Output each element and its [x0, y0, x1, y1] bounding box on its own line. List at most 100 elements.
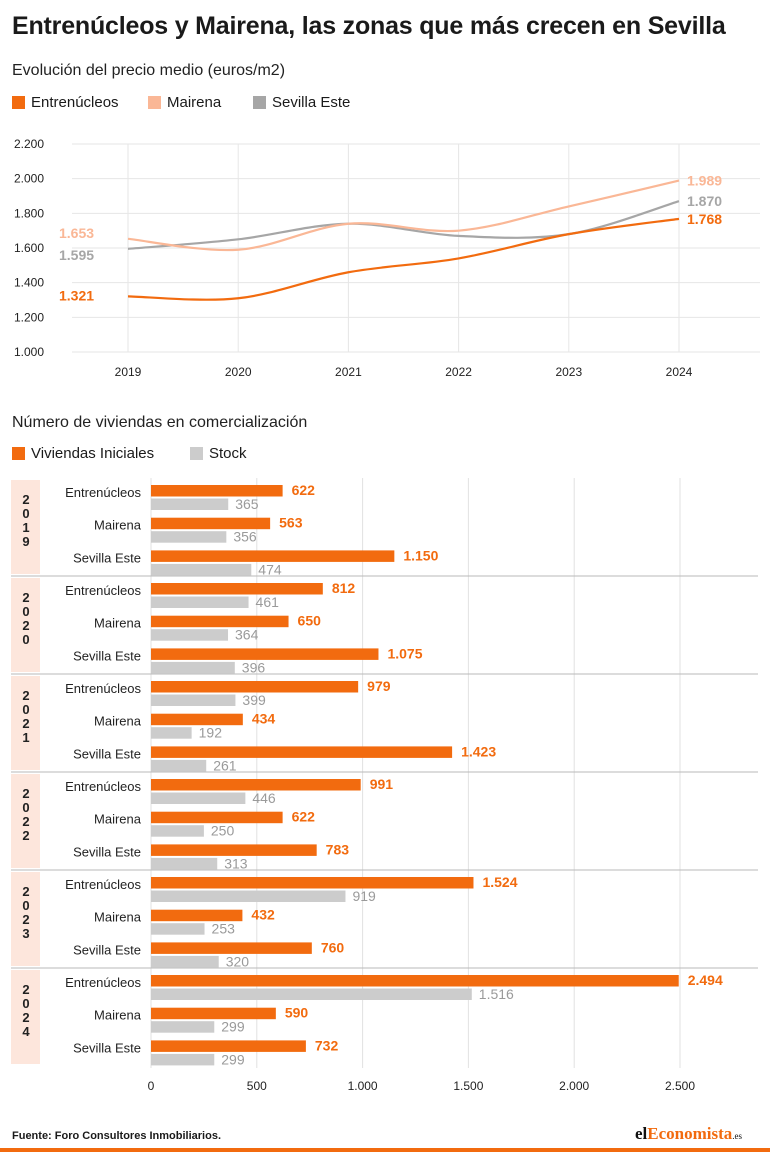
- year-band: [11, 676, 40, 770]
- bar-stock-value: 474: [258, 561, 282, 577]
- bar-stock: [151, 857, 218, 870]
- bar-stock-value: 320: [226, 953, 250, 969]
- year-band: [11, 578, 40, 672]
- bar-iniciales-value: 812: [332, 580, 356, 596]
- page-title: Entrenúcleos y Mairena, las zonas que má…: [12, 12, 726, 40]
- year-label-char: 2: [22, 982, 29, 997]
- line-chart-title: Evolución del precio medio (euros/m2): [12, 62, 286, 79]
- year-label-char: 1: [22, 520, 29, 535]
- year-label-char: 2: [22, 688, 29, 703]
- zone-label: Entrenúcleos: [65, 779, 141, 794]
- bar-iniciales-value: 991: [370, 776, 394, 792]
- bar-stock: [151, 629, 229, 641]
- bar-iniciales-value: 732: [315, 1037, 339, 1053]
- bottom-accent-bar: [0, 1148, 770, 1152]
- y-tick-label: 1.200: [14, 310, 44, 324]
- zone-label: Entrenúcleos: [65, 583, 141, 598]
- year-label-char: 0: [22, 800, 29, 815]
- logo-text-economista: Economista: [647, 1124, 733, 1143]
- y-tick-label: 1.400: [14, 276, 44, 290]
- year-label-char: 2: [22, 814, 29, 829]
- series-end-label: 1.870: [687, 193, 722, 209]
- legend-item-mairena: Mairena: [148, 94, 253, 111]
- legend-swatch: [253, 96, 266, 109]
- zone-label: Entrenúcleos: [65, 681, 141, 696]
- source-note: Fuente: Foro Consultores Inmobiliarios.: [12, 1130, 222, 1142]
- x-tick-label: 2022: [445, 365, 472, 379]
- year-label-char: 9: [22, 534, 29, 549]
- bar-iniciales: [151, 485, 283, 497]
- bar-stock: [151, 531, 227, 543]
- bar-iniciales: [151, 583, 323, 595]
- bar-iniciales: [151, 746, 453, 758]
- x-tick-label: 1.000: [348, 1079, 378, 1093]
- legend-item-entrenucleos: Entrenúcleos: [12, 94, 148, 111]
- bar-iniciales-value: 1.150: [403, 547, 438, 563]
- bar-stock-value: 399: [242, 692, 266, 708]
- bar-stock: [151, 563, 252, 576]
- zone-label: Mairena: [94, 714, 142, 729]
- bar-stock: [151, 923, 205, 935]
- bar-stock: [151, 759, 207, 772]
- bar-iniciales: [151, 975, 679, 987]
- year-label-char: 2: [22, 716, 29, 731]
- zone-label: Sevilla Este: [73, 1040, 141, 1055]
- x-tick-label: 2.000: [559, 1079, 589, 1093]
- bar-stock: [151, 596, 249, 608]
- bar-stock: [151, 661, 235, 674]
- bar-iniciales-value: 1.075: [387, 645, 422, 661]
- legend-item-sevilla-este: Sevilla Este: [253, 94, 350, 111]
- brand-logo: elEconomista.es: [635, 1124, 742, 1144]
- legend-item-stock: Stock: [190, 445, 247, 462]
- bar-stock-value: 446: [252, 790, 276, 806]
- x-tick-label: 2021: [335, 365, 362, 379]
- y-tick-label: 2.000: [14, 172, 44, 186]
- bar-iniciales-value: 434: [252, 711, 276, 727]
- bar-stock: [151, 825, 204, 837]
- zone-label: Sevilla Este: [73, 648, 141, 663]
- bar-stock-value: 299: [221, 1019, 245, 1035]
- bar-stock: [151, 1021, 215, 1033]
- line-chart-legend: Entrenúcleos Mairena Sevilla Este: [12, 94, 350, 111]
- year-label-char: 2: [22, 828, 29, 843]
- bar-stock-value: 313: [224, 855, 248, 871]
- logo-text-suffix: .es: [732, 1131, 742, 1141]
- bar-iniciales: [151, 517, 271, 530]
- zone-label: Mairena: [94, 616, 142, 631]
- x-tick-label: 2.500: [665, 1079, 695, 1093]
- bar-iniciales: [151, 811, 283, 824]
- year-label-char: 2: [22, 884, 29, 899]
- bar-iniciales: [151, 681, 359, 693]
- zone-label: Sevilla Este: [73, 550, 141, 565]
- x-tick-label: 2020: [225, 365, 252, 379]
- bar-stock: [151, 955, 219, 968]
- bar-iniciales-value: 622: [292, 809, 316, 825]
- bar-iniciales-value: 2.494: [688, 972, 723, 988]
- year-label-char: 2: [22, 912, 29, 927]
- series-line-mairena: [127, 179, 680, 252]
- bar-iniciales: [151, 615, 289, 628]
- bar-stock-value: 396: [242, 659, 266, 675]
- bar-stock-value: 356: [233, 529, 257, 545]
- y-tick-label: 2.200: [14, 137, 44, 151]
- bar-chart: 0 500 1.000 1.500 2.000 2.5002019Entrenúcleos…: [11, 478, 758, 1093]
- bar-iniciales-value: 1.423: [461, 743, 496, 759]
- series-start-label: 1.595: [59, 247, 94, 263]
- year-label-char: 0: [22, 632, 29, 647]
- x-tick-label: 2019: [115, 365, 142, 379]
- bar-iniciales-value: 760: [321, 939, 345, 955]
- legend-label: Mairena: [167, 94, 222, 111]
- bar-iniciales: [151, 550, 395, 562]
- x-tick-label: 1.500: [453, 1079, 483, 1093]
- bar-stock-value: 364: [235, 627, 259, 643]
- zone-label: Mairena: [94, 910, 142, 925]
- zone-label: Entrenúcleos: [65, 485, 141, 500]
- series-end-label: 1.768: [687, 211, 722, 227]
- year-label-char: 1: [22, 730, 29, 745]
- bar-iniciales: [151, 779, 361, 791]
- bar-stock-value: 919: [352, 888, 376, 904]
- year-label-char: 0: [22, 506, 29, 521]
- year-band: [11, 774, 40, 868]
- year-label-char: 2: [22, 492, 29, 507]
- legend-swatch: [190, 447, 203, 460]
